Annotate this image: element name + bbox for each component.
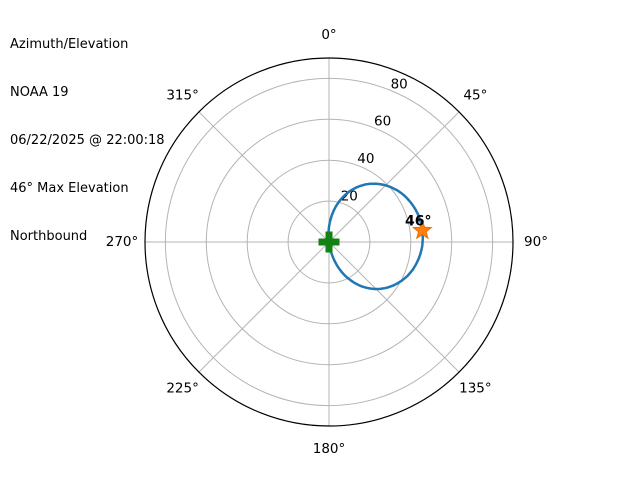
elevation-tick-label: 20: [341, 188, 358, 204]
elevation-tick-label: 40: [357, 151, 374, 167]
azimuth-tick-label: 225°: [166, 380, 199, 396]
azimuth-grid-spoke: [198, 241, 330, 373]
azimuth-grid-spoke: [198, 111, 330, 243]
observer-marker: [318, 231, 340, 253]
polar-outer-spine: [144, 57, 514, 427]
azimuth-tick-label: 90°: [524, 234, 548, 250]
azimuth-tick-label: 315°: [166, 88, 199, 104]
pass-direction: Northbound: [10, 229, 88, 244]
azimuth-tick-label: 0°: [321, 27, 336, 43]
azimuth-tick-label: 180°: [313, 441, 346, 457]
elevation-tick-label: 60: [374, 114, 391, 130]
azimuth-tick-label: 45°: [463, 88, 487, 104]
max-elevation-marker: [411, 219, 433, 240]
chart-title: Azimuth/Elevation: [10, 37, 129, 52]
azimuth-tick-label: 135°: [459, 380, 492, 396]
elevation-tick-label: 80: [391, 76, 408, 92]
chart-header: Azimuth/Elevation NOAA 19 06/22/2025 @ 2…: [10, 5, 165, 277]
max-elevation-text: 46° Max Elevation: [10, 181, 129, 196]
max-elevation-label: 46°: [405, 214, 431, 230]
satellite-name: NOAA 19: [10, 85, 69, 100]
azimuth-tick-label: 270°: [106, 234, 139, 250]
azimuth-grid-spoke: [328, 241, 460, 373]
pass-timestamp: 06/22/2025 @ 22:00:18: [10, 133, 165, 148]
azimuth-grid-spoke: [328, 111, 460, 243]
